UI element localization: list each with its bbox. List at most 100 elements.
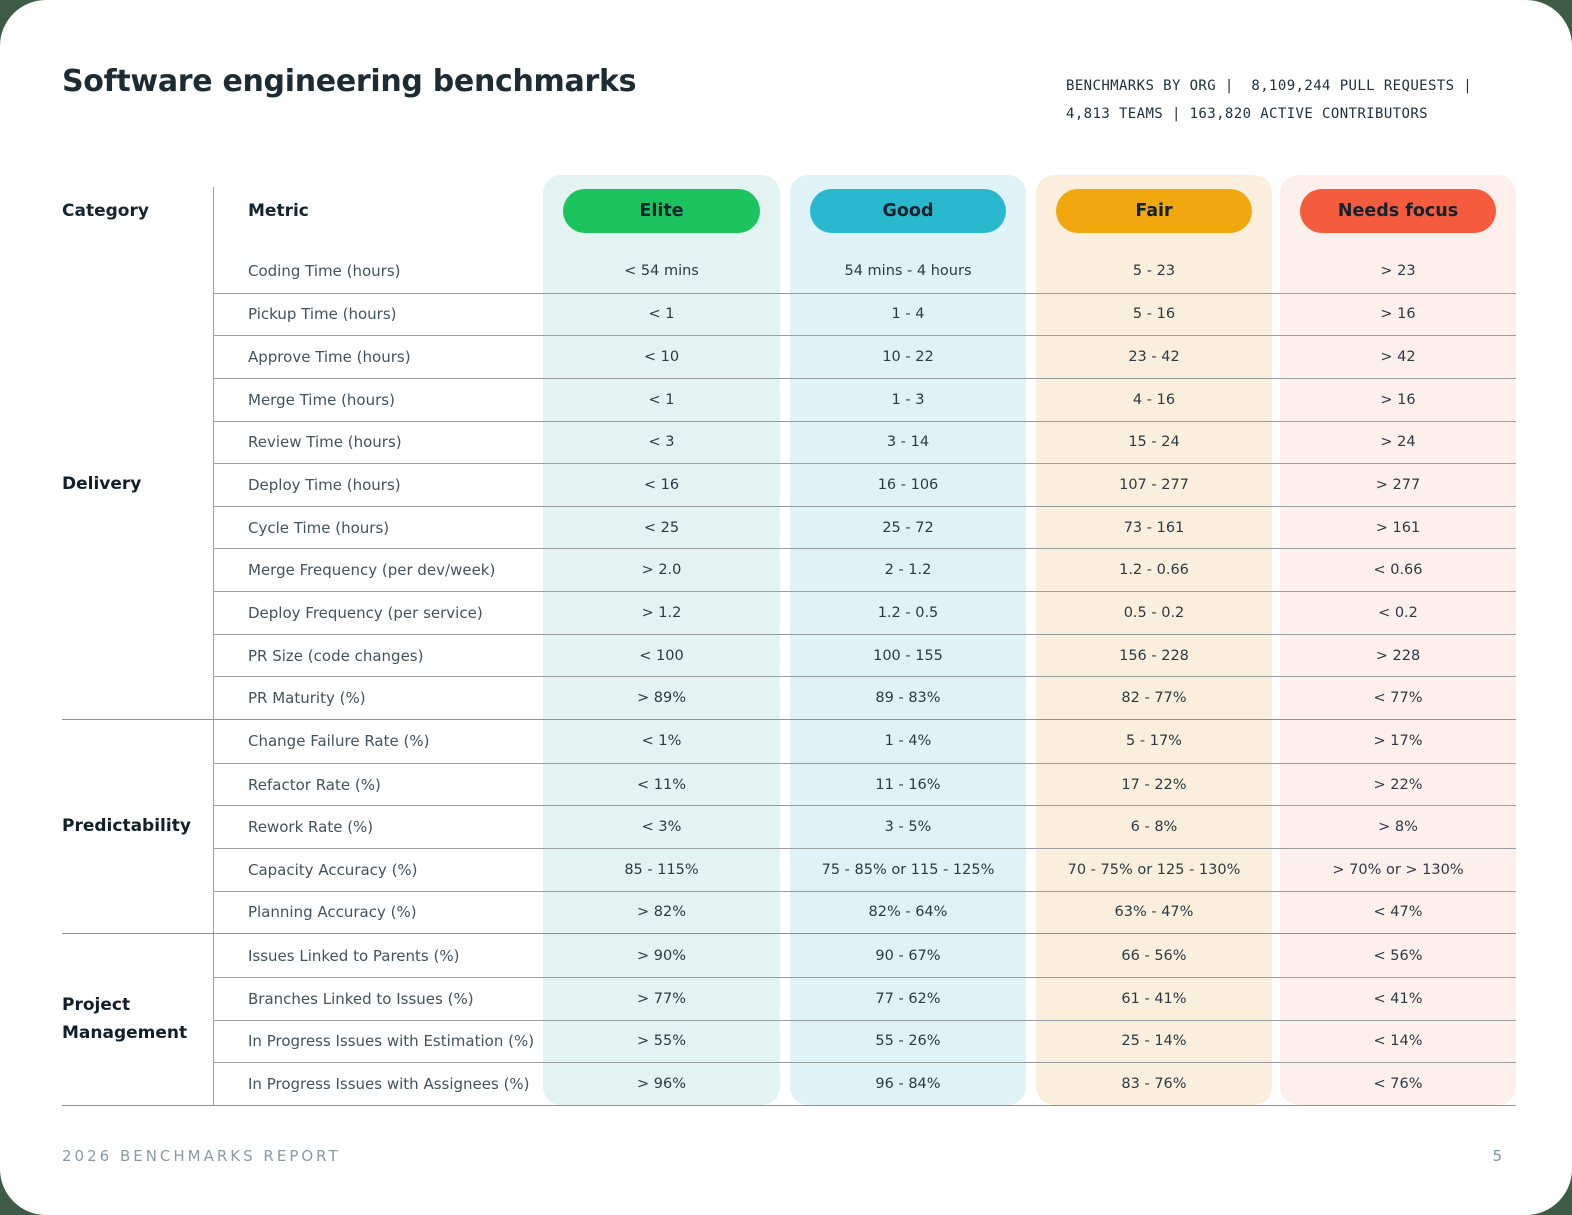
- good-value-cell: 1 - 4: [891, 306, 925, 323]
- table-row: Merge Time (hours) < 1 1 - 3 4 - 16 > 16: [213, 377, 1516, 421]
- good-value-cell: 25 - 72: [882, 519, 934, 536]
- metric-cell: In Progress Issues with Estimation (%): [248, 1032, 535, 1051]
- fair-value-cell: 107 - 277: [1119, 477, 1189, 494]
- table-row: Branches Linked to Issues (%) > 77% 77 - 6…: [213, 976, 1516, 1020]
- elite-value-cell: > 55%: [637, 1033, 686, 1050]
- table-row: PR Size (code changes) < 100 100 - 155 156 …: [213, 633, 1516, 677]
- elite-value-cell: < 3%: [641, 819, 682, 836]
- category-section: Project Management Issues Linked to Paren…: [62, 933, 1516, 1105]
- fair-value-cell: 66 - 56%: [1121, 947, 1187, 964]
- elite-value-cell: 85 - 115%: [624, 861, 699, 878]
- needs-focus-value-cell: < 77%: [1373, 690, 1423, 707]
- fair-value-cell: 73 - 161: [1123, 519, 1185, 536]
- needs-focus-tier-pill: Needs focus: [1300, 189, 1496, 233]
- elite-value-cell: > 82%: [637, 904, 686, 921]
- elite-value-cell: < 1: [648, 391, 675, 408]
- metric-cell: PR Size (code changes): [248, 646, 424, 665]
- fair-value-cell: 1.2 - 0.66: [1119, 562, 1189, 579]
- needs-focus-value-cell: < 41%: [1373, 990, 1423, 1007]
- fair-value-cell: 4 - 16: [1132, 391, 1176, 408]
- metric-cell: Merge Frequency (per dev/week): [248, 561, 496, 580]
- good-value-cell: 11 - 16%: [875, 776, 941, 793]
- good-value-cell: 1 - 4%: [884, 733, 932, 750]
- needs-focus-value-cell: > 17%: [1373, 733, 1423, 750]
- good-value-cell: 90 - 67%: [875, 947, 941, 964]
- metric-cell: Deploy Frequency (per service): [248, 603, 483, 622]
- elite-value-cell: < 11%: [637, 776, 686, 793]
- good-value-cell: 54 mins - 4 hours: [844, 263, 972, 280]
- elite-value-cell: < 54 mins: [624, 263, 699, 280]
- elite-value-cell: > 89%: [637, 690, 686, 707]
- good-value-cell: 16 - 106: [877, 477, 939, 494]
- table-row: In Progress Issues with Assignees (%) > 9…: [213, 1062, 1516, 1105]
- fair-value-cell: 25 - 14%: [1121, 1033, 1187, 1050]
- category-cell: Predictability: [62, 720, 213, 933]
- benchmarks-table: Category Metric Elite Good Fair Needs fo…: [62, 175, 1516, 1106]
- elite-value-cell: > 2.0: [641, 562, 682, 579]
- good-value-cell: 82% - 64%: [868, 904, 948, 921]
- footer-report-name: 2026 BENCHMARKS REPORT: [62, 1147, 341, 1165]
- fair-value-cell: 15 - 24: [1128, 434, 1180, 451]
- fair-value-cell: 82 - 77%: [1121, 690, 1187, 707]
- elite-value-cell: > 1.2: [641, 604, 682, 621]
- needs-focus-column-background: [1280, 175, 1516, 1105]
- section-rows: Issues Linked to Parents (%) > 90% 90 - 67…: [213, 934, 1516, 1105]
- table-row: Deploy Frequency (per service) > 1.2 1.2 -…: [213, 591, 1516, 634]
- fair-value-cell: 156 - 228: [1119, 647, 1189, 664]
- elite-value-cell: < 3: [648, 434, 675, 451]
- metric-column-header: Metric: [248, 201, 309, 221]
- table-row: Coding Time (hours) < 54 mins 54 mins - 4 …: [213, 250, 1516, 293]
- table-row: PR Maturity (%) > 89% 89 - 83% 82 - 77% < 77…: [213, 676, 1516, 719]
- elite-column-background: [543, 175, 780, 1105]
- good-value-cell: 75 - 85% or 115 - 125%: [821, 861, 995, 878]
- table-row: Cycle Time (hours) < 25 25 - 72 73 - 161 > 1…: [213, 505, 1516, 549]
- needs-focus-value-cell: > 16: [1380, 306, 1416, 323]
- table-row: In Progress Issues with Estimation (%) > …: [213, 1019, 1516, 1063]
- table-row: Deploy Time (hours) < 16 16 - 106 107 - 277…: [213, 463, 1516, 506]
- needs-focus-value-cell: > 8%: [1378, 819, 1418, 836]
- good-value-cell: 2 - 1.2: [884, 562, 932, 579]
- page-title: Software engineering benchmarks: [62, 64, 637, 99]
- good-value-cell: 3 - 14: [886, 434, 930, 451]
- fair-value-cell: 5 - 17%: [1126, 733, 1182, 750]
- table-row: Planning Accuracy (%) > 82% 82% - 64% 63% -…: [213, 890, 1516, 934]
- elite-value-cell: < 16: [643, 477, 680, 494]
- table-body: Delivery Coding Time (hours) < 54 mins 54 m…: [62, 250, 1516, 1105]
- table-row: Merge Frequency (per dev/week) > 2.0 2 - 1…: [213, 548, 1516, 591]
- good-value-cell: 77 - 62%: [875, 990, 941, 1007]
- category-divider-line: [213, 187, 214, 1105]
- fair-value-cell: 61 - 41%: [1121, 990, 1187, 1007]
- fair-value-cell: 0.5 - 0.2: [1123, 604, 1185, 621]
- fair-column-background: [1036, 175, 1272, 1105]
- category-section: Delivery Coding Time (hours) < 54 mins 54 m…: [62, 250, 1516, 719]
- category-label: Project Management: [62, 995, 188, 1043]
- needs-focus-value-cell: < 0.66: [1373, 562, 1423, 579]
- needs-focus-value-cell: > 161: [1375, 519, 1421, 536]
- elite-value-cell: < 1%: [641, 733, 682, 750]
- good-tier-pill: Good: [810, 189, 1006, 233]
- metric-cell: In Progress Issues with Assignees (%): [248, 1074, 530, 1093]
- category-label: Delivery: [62, 473, 142, 494]
- metric-cell: Review Time (hours): [248, 433, 402, 452]
- good-value-cell: 10 - 22: [882, 349, 934, 366]
- category-column-header: Category: [62, 201, 149, 221]
- metric-cell: Coding Time (hours): [248, 262, 401, 281]
- fair-value-cell: 5 - 16: [1132, 306, 1176, 323]
- good-value-cell: 100 - 155: [873, 647, 943, 664]
- fair-value-cell: 63% - 47%: [1114, 904, 1194, 921]
- metric-cell: Pickup Time (hours): [248, 305, 397, 324]
- needs-focus-value-cell: < 76%: [1373, 1075, 1423, 1092]
- needs-focus-value-cell: < 14%: [1373, 1033, 1423, 1050]
- table-row: Change Failure Rate (%) < 1% 1 - 4% 5 - 17%…: [213, 720, 1516, 763]
- section-rows: Coding Time (hours) < 54 mins 54 mins - 4 …: [213, 250, 1516, 719]
- category-cell: Delivery: [62, 250, 213, 719]
- elite-value-cell: < 1: [648, 306, 675, 323]
- metric-cell: Cycle Time (hours): [248, 518, 390, 537]
- needs-focus-value-cell: > 228: [1375, 647, 1421, 664]
- metric-cell: Branches Linked to Issues (%): [248, 989, 474, 1008]
- elite-value-cell: < 100: [639, 647, 684, 664]
- needs-focus-value-cell: < 47%: [1373, 904, 1423, 921]
- table-row: Capacity Accuracy (%) 85 - 115% 75 - 85% o…: [213, 847, 1516, 891]
- table-row: Pickup Time (hours) < 1 1 - 4 5 - 16 > 16: [213, 292, 1516, 336]
